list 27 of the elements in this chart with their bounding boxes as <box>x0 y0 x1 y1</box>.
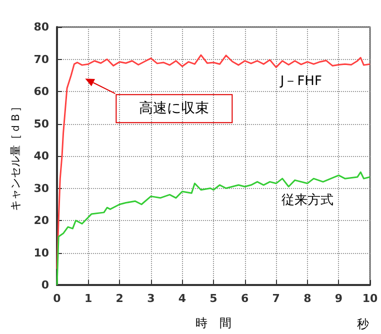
y-tick-label: 30 <box>34 182 50 195</box>
x-tick-label: 0 <box>53 292 62 305</box>
x-tick-label: 6 <box>240 292 249 305</box>
x-tick-label: 10 <box>362 292 378 305</box>
x-tick-label: 5 <box>210 292 218 305</box>
series-label: 従来方式 <box>281 192 334 208</box>
x-tick-label: 9 <box>334 292 343 305</box>
y-tick-label: 0 <box>41 278 50 292</box>
y-tick-label: 40 <box>34 150 50 162</box>
y-tick-label: 80 <box>34 20 50 34</box>
y-tick-label: 20 <box>34 214 50 227</box>
series-label: J－FHF <box>279 74 322 89</box>
x-tick-label: 7 <box>272 292 280 305</box>
x-tick-label: 1 <box>84 292 92 305</box>
x-tick-label: 2 <box>116 292 124 305</box>
x-tick-label: 3 <box>147 292 155 305</box>
x-tick-label: 8 <box>304 292 312 305</box>
x-tick-label: 4 <box>178 292 186 305</box>
annotation: 高速に収束 <box>139 100 210 117</box>
x-axis-title: 時 間 <box>196 316 232 330</box>
line-series <box>56 54 371 270</box>
y-tick-label: 70 <box>34 52 50 66</box>
y-tick-label: 60 <box>34 85 50 98</box>
y-tick-label: 10 <box>34 246 50 260</box>
y-axis-title: キャンセル量［ｄＢ］ <box>9 101 22 211</box>
text: 秒 <box>357 317 369 331</box>
y-tick-label: 50 <box>34 117 50 130</box>
